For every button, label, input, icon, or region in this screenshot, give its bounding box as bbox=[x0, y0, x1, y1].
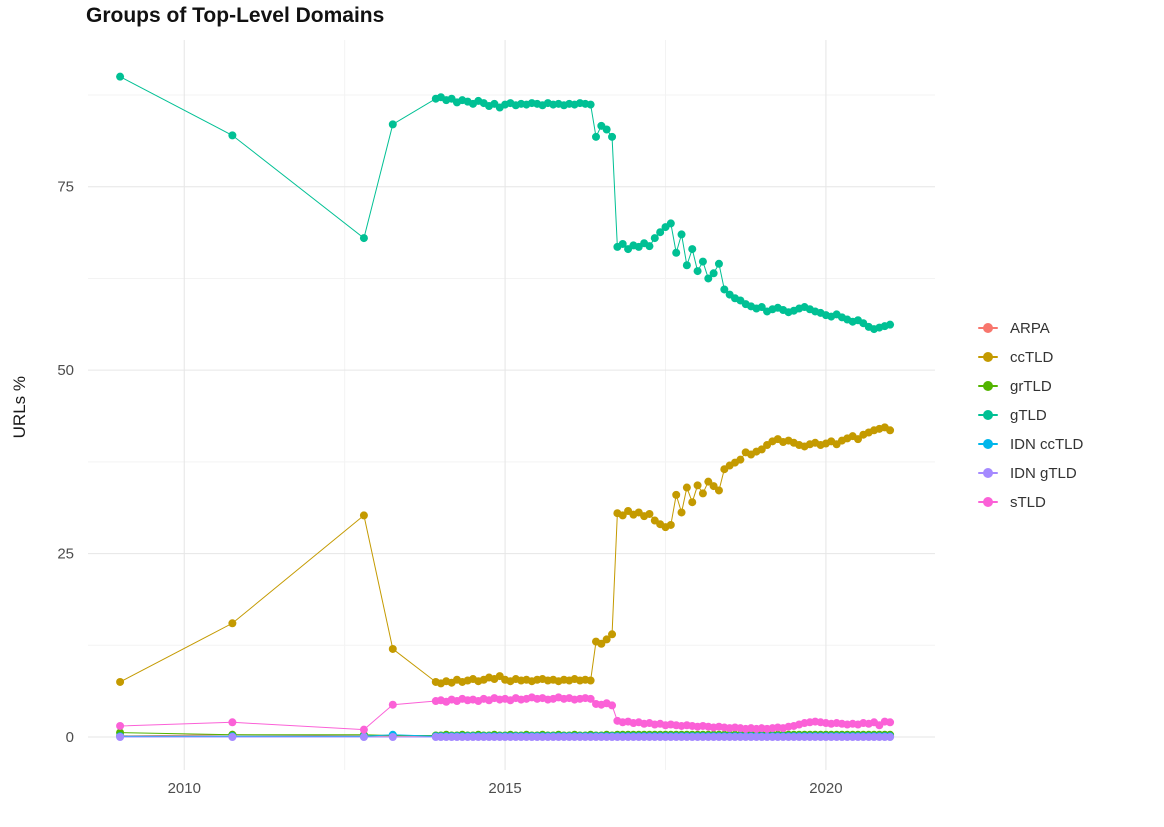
legend-item-cctld: ccTLD bbox=[978, 347, 1083, 367]
svg-text:2015: 2015 bbox=[488, 780, 521, 797]
svg-text:75: 75 bbox=[57, 179, 74, 196]
chart-title: Groups of Top-Level Domains bbox=[86, 4, 385, 27]
axis-tick-labels: 0 25 50 75 2010 2015 2020 bbox=[57, 179, 842, 797]
legend-item-idn-gtld: IDN gTLD bbox=[978, 463, 1083, 483]
svg-text:2010: 2010 bbox=[168, 780, 201, 797]
series-idn-gtld bbox=[116, 732, 895, 741]
legend-item-arpa: ARPA bbox=[978, 318, 1083, 338]
series-stld bbox=[116, 693, 895, 734]
legend-label: IDN gTLD bbox=[1010, 464, 1077, 482]
legend-label: IDN ccTLD bbox=[1010, 435, 1084, 453]
legend-item-stld: sTLD bbox=[978, 492, 1083, 512]
legend: ARPA ccTLD grTLD gTLD IDN ccTLD IDN gTLD sTLD bbox=[978, 318, 1083, 512]
legend-key-dot bbox=[978, 318, 998, 338]
legend-label: sTLD bbox=[1010, 493, 1046, 511]
legend-item-grtld: grTLD bbox=[978, 376, 1083, 396]
legend-key-dot bbox=[978, 405, 998, 425]
legend-item-idn-cctld: IDN ccTLD bbox=[978, 434, 1083, 454]
legend-label: ccTLD bbox=[1010, 348, 1054, 366]
gridlines bbox=[88, 40, 935, 770]
legend-key-dot bbox=[978, 463, 998, 483]
svg-text:25: 25 bbox=[57, 546, 74, 563]
y-axis-label: URLs % bbox=[10, 376, 29, 439]
legend-label: grTLD bbox=[1010, 377, 1052, 395]
svg-text:2020: 2020 bbox=[809, 780, 842, 797]
svg-text:0: 0 bbox=[66, 729, 74, 746]
svg-text:50: 50 bbox=[57, 362, 74, 379]
legend-label: gTLD bbox=[1010, 406, 1047, 424]
legend-key-dot bbox=[978, 376, 998, 396]
legend-key-dot bbox=[978, 347, 998, 367]
legend-key-dot bbox=[978, 492, 998, 512]
legend-key-dot bbox=[978, 434, 998, 454]
series-cctld bbox=[116, 423, 895, 688]
series-gtld bbox=[116, 72, 895, 334]
legend-item-gtld: gTLD bbox=[978, 405, 1083, 425]
legend-label: ARPA bbox=[1010, 319, 1050, 337]
